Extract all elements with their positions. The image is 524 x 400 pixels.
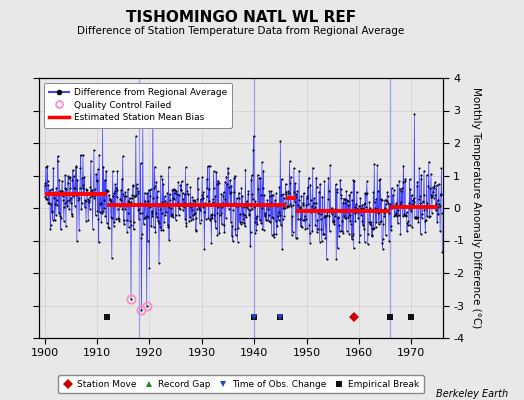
Legend: Difference from Regional Average, Quality Control Failed, Estimated Station Mean: Difference from Regional Average, Qualit… — [44, 82, 232, 128]
Y-axis label: Monthly Temperature Anomaly Difference (°C): Monthly Temperature Anomaly Difference (… — [471, 87, 481, 329]
Legend: Station Move, Record Gap, Time of Obs. Change, Empirical Break: Station Move, Record Gap, Time of Obs. C… — [58, 376, 424, 394]
Text: TISHOMINGO NATL WL REF: TISHOMINGO NATL WL REF — [126, 10, 356, 25]
Text: Berkeley Earth: Berkeley Earth — [436, 389, 508, 399]
Text: Difference of Station Temperature Data from Regional Average: Difference of Station Temperature Data f… — [78, 26, 405, 36]
